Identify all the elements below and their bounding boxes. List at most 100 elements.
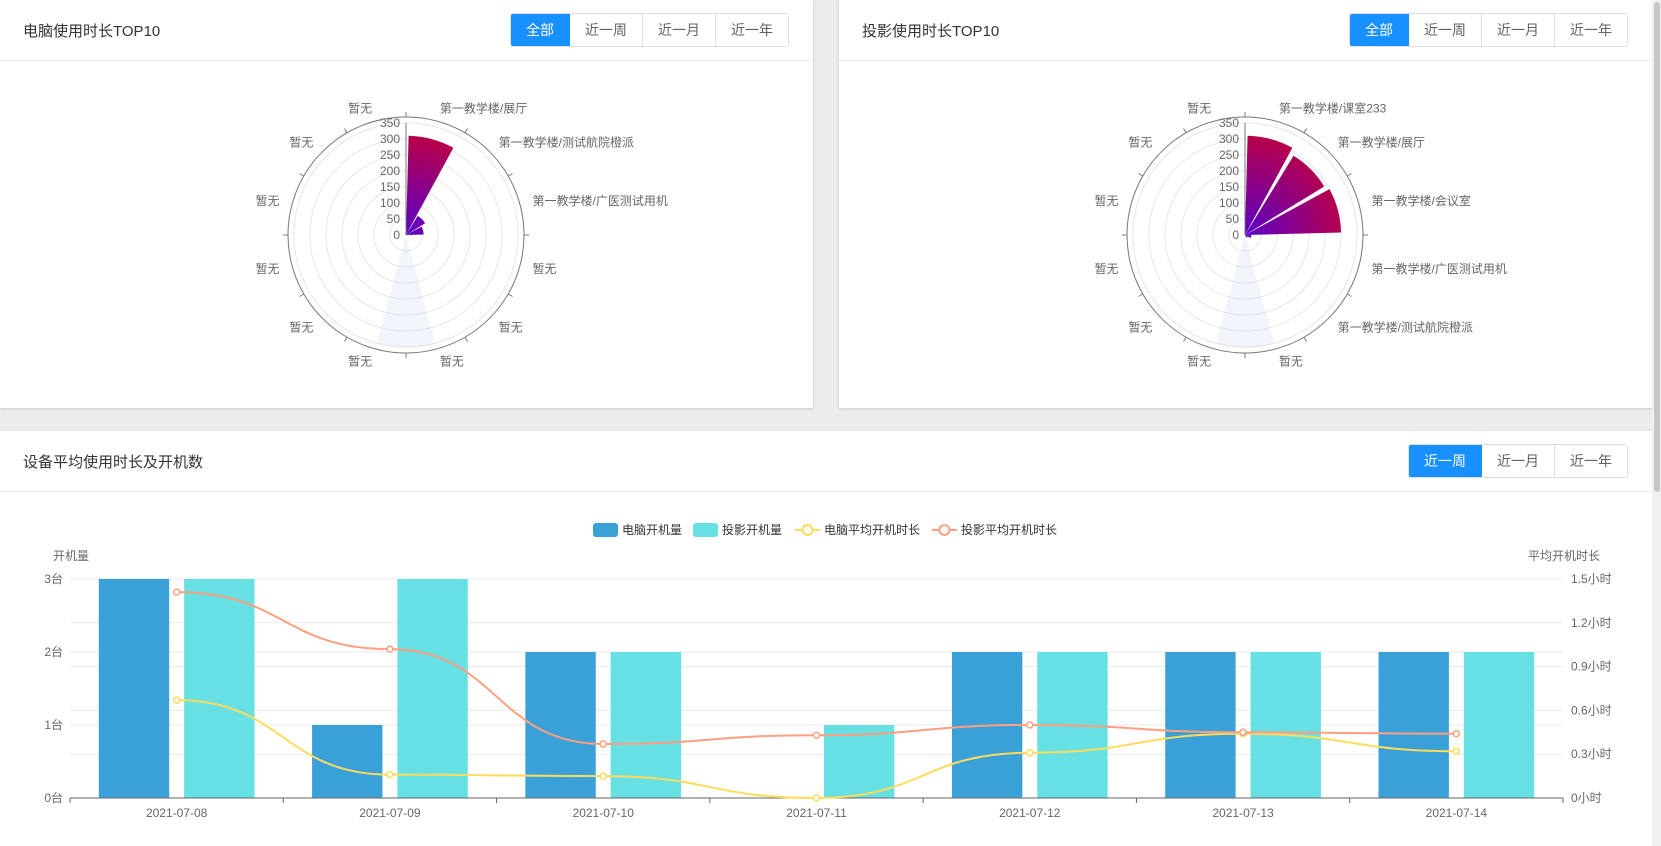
- pc-polar-angle-tick: [464, 128, 468, 134]
- projector-polar-radius-tick-label: 100: [1219, 196, 1239, 210]
- projector-polar-radius-tick-label: 50: [1226, 212, 1240, 226]
- average-range-month-button[interactable]: 近一月: [1482, 445, 1555, 477]
- pc-range-month-button[interactable]: 近一月: [643, 14, 716, 46]
- pc-polar-bar: [406, 135, 454, 235]
- projector-polar-bar: [1245, 135, 1293, 235]
- x-tick-label: 2021-07-08: [146, 806, 208, 820]
- projector-avg-point: [386, 645, 394, 653]
- legend-item: 投影开机量: [693, 522, 782, 537]
- pc-avg-point: [1452, 747, 1461, 756]
- pc-polar-category-label: 第一教学楼/广医测试用机: [533, 193, 668, 208]
- average-range-toggle: 近一周 近一月 近一年: [1408, 444, 1628, 478]
- pc-range-week-button[interactable]: 近一周: [570, 14, 643, 46]
- pc-polar-angle-tick: [507, 173, 513, 177]
- legend-swatch: [693, 523, 718, 537]
- projector-count-bar: [610, 652, 682, 798]
- pc-avg-point: [1026, 748, 1034, 757]
- average-range-year-button[interactable]: 近一年: [1555, 445, 1627, 477]
- y-right-tick-label: 0.3小时: [1571, 747, 1612, 761]
- page-scrollbar-thumb[interactable]: [1654, 2, 1660, 492]
- pc-count-bar: [1165, 652, 1236, 798]
- pc-range-all-button[interactable]: 全部: [511, 14, 570, 46]
- y-left-tick-label: 3台: [44, 571, 63, 586]
- pc-polar-category-label: 第一教学楼/展厅: [440, 100, 527, 115]
- projector-polar-category-label: 暂无: [1279, 355, 1303, 369]
- y-right-tick-label: 1.5小时: [1571, 572, 1612, 586]
- projector-polar-angle-tick: [1183, 336, 1187, 342]
- x-tick-label: 2021-07-14: [1426, 806, 1488, 820]
- projector-range-year-button[interactable]: 近一年: [1555, 14, 1627, 46]
- legend-marker: [938, 524, 951, 536]
- projector-range-week-button[interactable]: 近一周: [1409, 14, 1482, 46]
- legend-marker: [801, 524, 814, 536]
- projector-polar-angle-tick: [1303, 336, 1307, 342]
- projector-polar-radius-tick-label: 200: [1219, 164, 1239, 178]
- average-range-week-button[interactable]: 近一周: [1409, 445, 1482, 477]
- y-left-tick-label: 2台: [44, 644, 63, 659]
- legend-item: 电脑开机量: [593, 523, 682, 537]
- projector-polar-bar: [1245, 189, 1342, 235]
- projector-count-bar: [823, 725, 895, 798]
- y-right-tick-label: 0小时: [1571, 791, 1602, 805]
- pc-polar-chart: 0 50 100 150 200 250 300 350 第一教学楼/展厅第一教学楼/测试航院橙…: [255, 100, 668, 369]
- projector-polar-angle-tick: [1346, 293, 1352, 297]
- projector-polar-category-label: 第一教学楼/会议室: [1372, 193, 1471, 208]
- projector-polar-hover-sector: [1215, 235, 1275, 348]
- legend-item: 投影平均开机时长: [932, 522, 1057, 537]
- x-tick-label: 2021-07-10: [573, 806, 635, 820]
- projector-polar-angle-tick: [1138, 293, 1144, 297]
- projector-range-all-button[interactable]: 全部: [1350, 14, 1409, 46]
- average-usage-header: 设备平均使用时长及开机数 近一周 近一月 近一年: [0, 431, 1652, 492]
- projector-polar-category-label: 暂无: [1128, 321, 1152, 335]
- projector-polar-angle-tick: [1303, 128, 1307, 134]
- pc-polar-category-label: 暂无: [348, 355, 372, 369]
- legend-label: 投影平均开机时长: [961, 522, 1057, 537]
- average-usage-title: 设备平均使用时长及开机数: [23, 454, 204, 471]
- projector-usage-panel: 投影使用时长TOP10 全部 近一周 近一月 近一年 0 50 100 150 200 2…: [839, 0, 1652, 408]
- pc-count-bar: [1378, 652, 1449, 798]
- pc-polar-angle-tick: [464, 336, 468, 342]
- projector-polar-category-label: 第一教学楼/测试航院橙派: [1338, 320, 1473, 335]
- pc-polar-radius-tick-label: 350: [380, 116, 400, 130]
- projector-avg-point: [1026, 721, 1034, 729]
- y-left-tick-label: 0台: [44, 790, 63, 805]
- pc-polar-radius-tick-label: 100: [380, 196, 400, 210]
- pc-polar-angle-tick: [299, 173, 305, 177]
- projector-avg-point: [1452, 730, 1461, 738]
- pc-polar-category-label: 第一教学楼/测试航院橙派: [499, 134, 634, 149]
- projector-range-month-button[interactable]: 近一月: [1482, 14, 1555, 46]
- pc-polar-angle-tick: [344, 336, 348, 342]
- projector-avg-point: [172, 588, 181, 596]
- projector-polar-bar: [1245, 235, 1252, 239]
- projector-polar-radius-tick-label: 300: [1219, 132, 1239, 146]
- pc-polar-category-label: 暂无: [348, 101, 372, 115]
- x-tick-label: 2021-07-12: [999, 806, 1061, 820]
- x-tick-label: 2021-07-13: [1212, 806, 1274, 820]
- pc-avg-point: [599, 772, 607, 780]
- pc-polar-category-label: 暂无: [255, 262, 279, 276]
- projector-usage-title: 投影使用时长TOP10: [862, 23, 1000, 40]
- projector-polar-category-label: 第一教学楼/展厅: [1338, 134, 1425, 149]
- pc-polar-radius-tick-label: 50: [387, 212, 401, 226]
- pc-range-toggle: 全部 近一周 近一月 近一年: [510, 13, 789, 47]
- y-right-axis-title: 平均开机时长: [1528, 549, 1600, 563]
- pc-polar-category-label: 暂无: [533, 262, 557, 276]
- pc-polar-radius-tick-label: 200: [380, 164, 400, 178]
- legend-label: 电脑平均开机时长: [824, 523, 920, 537]
- projector-polar-angle-tick: [1138, 173, 1144, 177]
- pc-polar-category-label: 暂无: [289, 321, 313, 335]
- pc-range-year-button[interactable]: 近一年: [716, 14, 788, 46]
- projector-count-bar: [1463, 652, 1535, 798]
- legend-swatch: [593, 523, 618, 537]
- pc-polar-category-label: 暂无: [440, 355, 464, 369]
- pc-usage-title: 电脑使用时长TOP10: [23, 23, 161, 40]
- projector-count-bar: [184, 579, 255, 798]
- projector-polar-category-label: 暂无: [1128, 135, 1152, 149]
- projector-polar-chart: 0 50 100 150 200 250 300 350 第一教学楼/课室233 第一教学楼/展厅…: [1094, 100, 1506, 369]
- projector-avg-point: [1239, 728, 1247, 737]
- projector-polar-category-label: 暂无: [1187, 355, 1211, 369]
- pc-polar-radius-tick-label: 250: [380, 148, 400, 162]
- pc-polar-category-label: 暂无: [255, 194, 279, 208]
- pc-polar-angle-tick: [299, 293, 305, 297]
- y-right-tick-label: 1.2小时: [1571, 616, 1612, 630]
